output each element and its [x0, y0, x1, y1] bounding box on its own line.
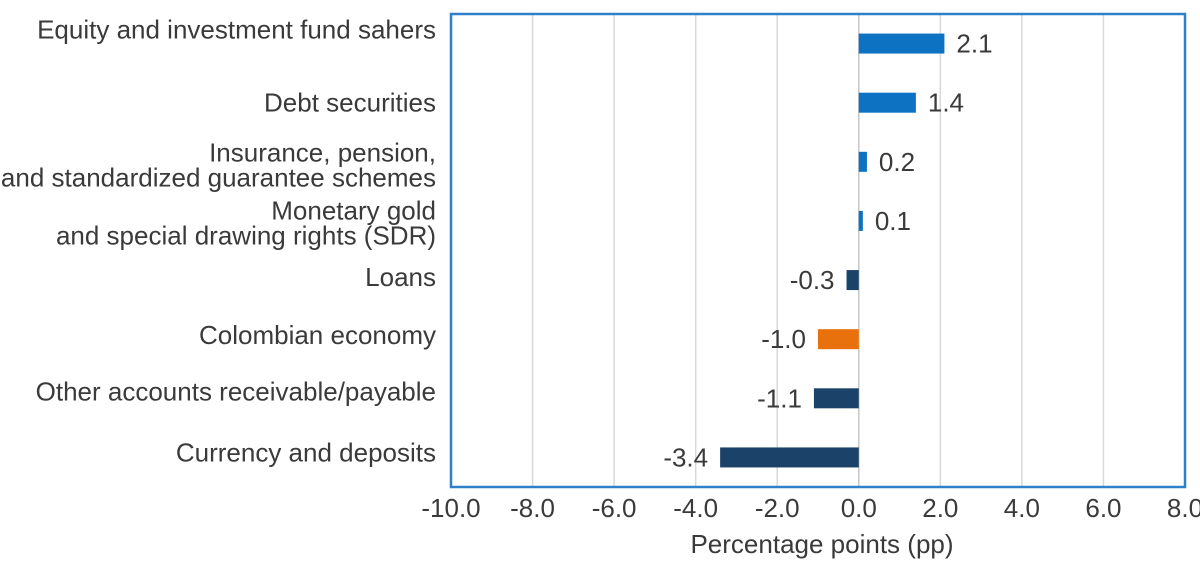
category-label: and special drawing rights (SDR)	[56, 220, 436, 250]
bar-value-label: 2.1	[956, 29, 992, 59]
bar-positive	[858, 210, 863, 231]
x-axis-title: Percentage points (pp)	[690, 529, 953, 559]
x-tick-label: -8.0	[510, 493, 555, 523]
bar-value-label: -1.0	[761, 324, 806, 354]
category-label: Monetary gold	[271, 195, 436, 225]
bar-negative	[720, 447, 859, 468]
bar-value-label: -0.3	[790, 265, 835, 295]
bar-value-label: 0.2	[879, 147, 915, 177]
bar-value-label: 1.4	[928, 88, 964, 118]
bar-positive	[858, 151, 867, 172]
bar-value-label: -3.4	[663, 442, 708, 472]
bar-value-label: 0.1	[875, 206, 911, 236]
category-labels: Equity and investment fund sahers Debt se…	[1, 15, 436, 468]
bar-positive	[858, 33, 945, 54]
category-label: Other accounts receivable/payable	[36, 376, 436, 406]
plot-frame	[449, 12, 1187, 489]
x-tick-label: 6.0	[1085, 493, 1121, 523]
x-tick-label: -2.0	[755, 493, 800, 523]
x-tick-label: 8.0	[1167, 493, 1200, 523]
x-tick-label: 2.0	[922, 493, 958, 523]
category-label: Currency and deposits	[176, 437, 436, 467]
category-label: Colombian economy	[199, 320, 436, 350]
bar-negative	[813, 388, 859, 409]
x-tick-labels: -10.0 -8.0 -6.0 -4.0 -2.0 0.0 2.0 4.0 6.0 8.0	[421, 493, 1200, 523]
bar-value-label: -1.1	[757, 383, 802, 413]
bar-value-labels: 2.1 1.4 0.2 0.1 -0.3 -1.0 -1.1 -3.4	[663, 29, 992, 473]
x-tick-label: 0.0	[841, 493, 877, 523]
category-label: Equity and investment fund sahers	[37, 15, 436, 45]
x-tick-label: -10.0	[421, 493, 480, 523]
gridlines	[531, 14, 1105, 487]
bar-positive	[858, 92, 916, 113]
bar-negative	[846, 270, 859, 291]
bars	[720, 33, 945, 468]
x-tick-label: 4.0	[1004, 493, 1040, 523]
category-label: Insurance, pension,	[209, 137, 436, 167]
category-label: and standardized guarantee schemes	[1, 162, 436, 192]
x-tick-label: -4.0	[673, 493, 718, 523]
category-label: Debt securities	[264, 88, 436, 118]
x-tick-label: -6.0	[592, 493, 637, 523]
bar-highlight	[818, 329, 859, 350]
category-label: Loans	[365, 262, 436, 292]
